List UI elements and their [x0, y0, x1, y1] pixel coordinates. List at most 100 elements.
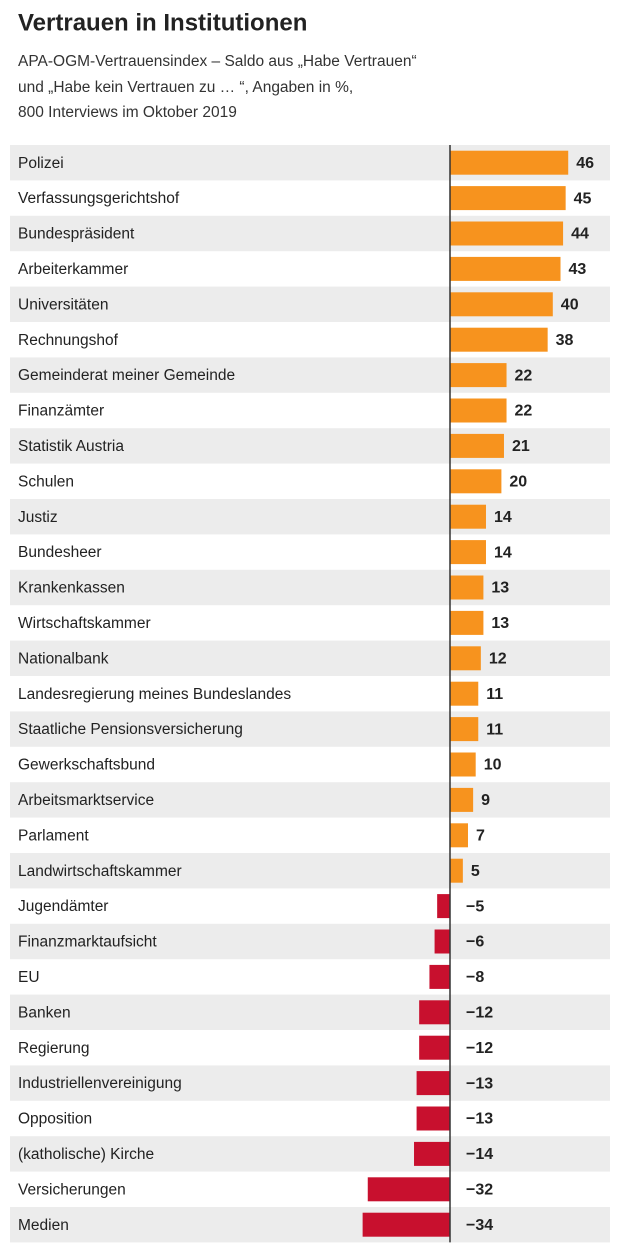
category-label: Verfassungsgerichtshof [18, 190, 180, 207]
row-stripe [10, 569, 610, 606]
category-label: Bundespräsident [18, 226, 135, 243]
bar [450, 433, 504, 458]
category-label: Statistik Austria [18, 438, 124, 455]
bar [434, 929, 450, 954]
value-label: −13 [466, 1075, 493, 1092]
bar [367, 1177, 450, 1202]
category-label: Landesregierung meines Bundeslandes [18, 686, 291, 703]
value-label: 13 [491, 615, 509, 632]
row-stripe [10, 1207, 610, 1243]
value-label: 22 [515, 367, 533, 384]
bar [450, 681, 479, 706]
category-label: Universitäten [18, 296, 108, 313]
subtitle: APA-OGM-Vertrauensindex – Saldo aus „Hab… [18, 53, 417, 70]
category-label: Opposition [18, 1111, 92, 1128]
value-label: −8 [466, 969, 484, 986]
category-label: Krankenkassen [18, 580, 125, 597]
category-label: Versicherungen [18, 1181, 126, 1198]
bar [416, 1071, 450, 1096]
value-label: 38 [556, 332, 574, 349]
bar [450, 186, 566, 211]
bar [362, 1212, 450, 1237]
category-label: Banken [18, 1004, 71, 1021]
bar [414, 1141, 450, 1166]
value-label: 10 [484, 757, 502, 774]
category-label: Rechnungshof [18, 332, 119, 349]
category-label: (katholische) Kirche [18, 1146, 154, 1163]
value-label: −12 [466, 1005, 493, 1022]
subtitle: und „Habe kein Vertrauen zu … “, Angaben… [18, 79, 353, 96]
value-label: −34 [466, 1217, 493, 1234]
category-label: Nationalbank [18, 650, 109, 667]
row-stripe [10, 640, 610, 676]
row-stripe [10, 782, 610, 818]
category-label: Landwirtschaftskammer [18, 863, 182, 880]
value-label: 43 [569, 261, 587, 278]
value-label: 11 [486, 686, 503, 703]
row-stripe [10, 853, 610, 889]
category-label: Staatliche Pensionsversicherung [18, 721, 243, 738]
row-stripe [10, 357, 610, 393]
bar [419, 1000, 450, 1025]
bar [450, 256, 561, 281]
row-stripe [10, 1136, 610, 1172]
bar [450, 610, 484, 635]
bar [450, 398, 507, 423]
category-label: Parlament [18, 827, 89, 844]
subtitle: 800 Interviews im Oktober 2019 [18, 104, 237, 121]
category-label: Gewerkschaftsbund [18, 757, 155, 774]
bar [450, 858, 463, 883]
category-label: Gemeinderat meiner Gemeinde [18, 367, 235, 384]
category-label: Arbeiterkammer [18, 261, 128, 278]
category-label: Finanzmarktaufsicht [18, 934, 157, 951]
value-label: −32 [466, 1182, 493, 1199]
bar [416, 1106, 450, 1131]
bar [450, 292, 553, 317]
category-label: Jugendämter [18, 898, 108, 915]
bar [429, 964, 450, 989]
value-label: −12 [466, 1040, 493, 1057]
value-label: 7 [476, 828, 485, 845]
value-label: 46 [576, 155, 594, 172]
row-stripe [10, 1065, 610, 1101]
bar [437, 894, 450, 919]
category-label: Bundesheer [18, 544, 102, 561]
bar [450, 363, 507, 388]
value-label: 13 [491, 580, 509, 597]
value-label: 45 [574, 190, 592, 207]
bar [450, 575, 484, 600]
row-stripe [10, 428, 610, 464]
category-label: Medien [18, 1217, 69, 1234]
value-label: 44 [571, 226, 589, 243]
category-label: Arbeitsmarktservice [18, 792, 154, 809]
bar [450, 540, 486, 565]
bar [450, 717, 479, 742]
row-stripe [10, 923, 610, 960]
chart-title: Vertrauen in Institutionen [18, 9, 307, 36]
value-label: −5 [466, 898, 484, 915]
category-label: EU [18, 969, 40, 986]
bar [450, 823, 468, 848]
category-label: Finanzämter [18, 403, 104, 420]
category-label: Polizei [18, 155, 64, 172]
value-label: −6 [466, 934, 484, 951]
category-label: Wirtschaftskammer [18, 615, 151, 632]
bar [450, 150, 569, 175]
value-label: 40 [561, 297, 579, 314]
bar [450, 646, 481, 671]
value-label: 20 [509, 474, 527, 491]
category-label: Regierung [18, 1040, 90, 1057]
value-label: 9 [481, 792, 490, 809]
value-label: 14 [494, 544, 512, 561]
row-stripe [10, 711, 610, 747]
value-label: 14 [494, 509, 512, 526]
bar [450, 469, 502, 494]
bar [419, 1035, 450, 1060]
bar [450, 221, 564, 246]
bar [450, 787, 474, 812]
value-label: 12 [489, 651, 507, 668]
bar [450, 327, 548, 352]
value-label: 5 [471, 863, 480, 880]
